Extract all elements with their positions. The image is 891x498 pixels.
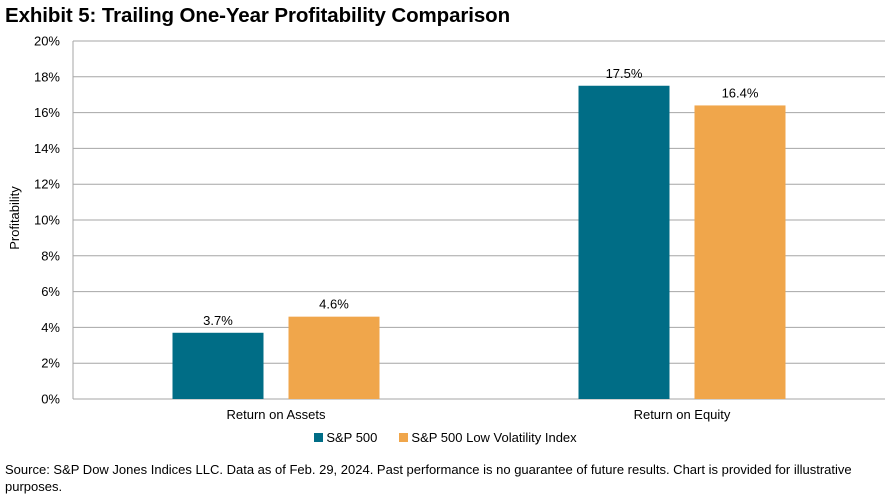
y-tick-label: 16% — [34, 105, 60, 120]
legend-item-sp500: S&P 500 — [314, 430, 377, 445]
x-tick-label: Return on Equity — [634, 407, 731, 422]
source-note: Source: S&P Dow Jones Indices LLC. Data … — [5, 462, 852, 494]
bar-sp500-1 — [578, 85, 670, 399]
legend-swatch-sp500 — [314, 433, 324, 442]
y-tick-label: 4% — [41, 320, 60, 335]
legend-label-sp500: S&P 500 — [326, 430, 378, 445]
x-tick-label: Return on Assets — [227, 407, 326, 422]
y-tick-label: 0% — [41, 392, 60, 407]
y-tick-label: 10% — [34, 213, 60, 228]
y-tick-label: 8% — [41, 248, 60, 263]
y-axis-label: Profitability — [7, 186, 22, 250]
y-tick-label: 6% — [41, 284, 60, 299]
y-tick-label: 18% — [34, 69, 60, 84]
x-axis-ticks: Return on Assets Return on Equity — [227, 407, 731, 422]
y-tick-label: 14% — [34, 141, 60, 156]
legend-swatch-low-vol — [399, 433, 409, 442]
y-tick-label: 2% — [41, 356, 60, 371]
data-label: 3.7% — [203, 313, 233, 328]
y-tick-label: 12% — [34, 177, 60, 192]
bars: 3.7% 4.6% 17.5% 16.4% — [172, 66, 786, 399]
bar-low-vol-1 — [694, 105, 786, 399]
legend: S&P 500 S&P 500 Low Volatility Index — [0, 430, 891, 445]
data-label: 4.6% — [319, 297, 349, 312]
bar-chart: 0% 2% 4% 6% 8% 10% 12% 14% 16% 18% 20% Profitabili… — [7, 34, 885, 422]
chart-title: Exhibit 5: Trailing One-Year Profitabili… — [5, 4, 511, 27]
bar-sp500-0 — [172, 332, 264, 399]
legend-label-low-vol: S&P 500 Low Volatility Index — [411, 430, 577, 445]
bar-low-vol-0 — [288, 316, 380, 399]
data-label: 17.5% — [606, 66, 643, 81]
legend-item-low-vol: S&P 500 Low Volatility Index — [399, 430, 577, 445]
data-label: 16.4% — [722, 85, 759, 100]
y-axis-ticks: 0% 2% 4% 6% 8% 10% 12% 14% 16% 18% 20% — [34, 34, 60, 407]
y-tick-label: 20% — [34, 34, 60, 49]
